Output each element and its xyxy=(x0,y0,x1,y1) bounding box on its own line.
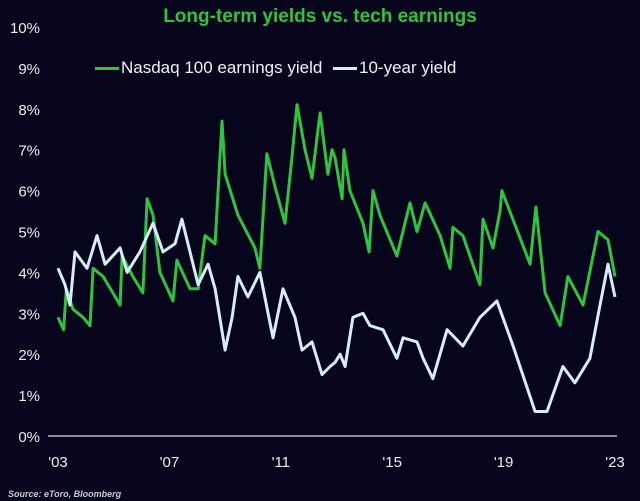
y-tick-label: 8% xyxy=(18,102,40,119)
y-tick-label: 1% xyxy=(18,388,40,405)
x-tick-label: '15 xyxy=(382,454,402,471)
legend-label-nasdaq: Nasdaq 100 earnings yield xyxy=(121,58,323,77)
y-tick-label: 3% xyxy=(18,306,40,323)
source-note: Source: eToro, Bloomberg xyxy=(8,489,122,499)
y-tick-label: 6% xyxy=(18,184,40,201)
y-tick-label: 4% xyxy=(18,265,40,282)
y-tick-label: 5% xyxy=(18,225,40,242)
x-tick-label: '11 xyxy=(272,454,290,471)
y-tick-label: 0% xyxy=(18,429,40,446)
y-tick-label: 9% xyxy=(18,61,40,78)
legend-swatch-blue xyxy=(333,66,357,70)
legend-swatch-green xyxy=(95,66,119,70)
y-tick-label: 7% xyxy=(18,143,40,160)
legend-item-nasdaq: Nasdaq 100 earnings yield xyxy=(95,58,322,78)
chart-title: Long-term yields vs. tech earnings xyxy=(163,6,477,27)
y-tick-label: 10% xyxy=(10,20,40,37)
x-tick-label: '19 xyxy=(494,454,514,471)
y-tick-label: 2% xyxy=(18,347,40,364)
x-tick-label: '23 xyxy=(605,454,625,471)
x-tick-label: '03 xyxy=(48,454,68,471)
series-line-nasdaq-earnings-yield xyxy=(56,103,617,332)
legend-item-10yr: 10-year yield xyxy=(333,58,456,78)
series-line-10-year-yield xyxy=(56,217,617,413)
legend-label-10yr: 10-year yield xyxy=(359,58,457,77)
x-tick-label: '07 xyxy=(160,454,180,471)
